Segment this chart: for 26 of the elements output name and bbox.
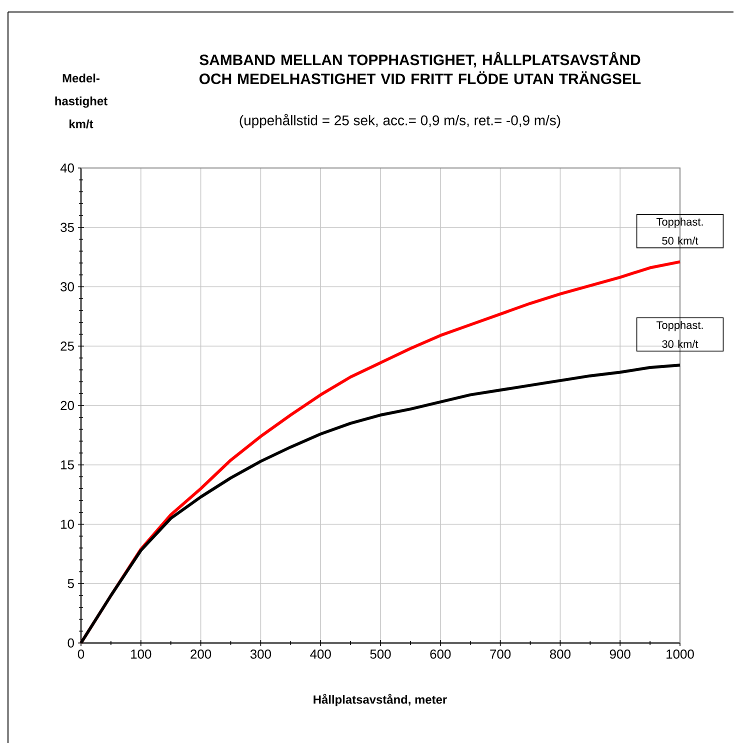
y-tick-label: 5 — [68, 579, 74, 588]
y-tick-label: 10 — [61, 520, 74, 529]
x-tick-label: 900 — [610, 650, 630, 659]
x-tick-label: 1000 — [666, 650, 694, 659]
y-axis-title: Medel-hastighet km/t — [55, 74, 108, 128]
x-tick-label: 200 — [190, 650, 212, 659]
x-tick-label: 300 — [250, 650, 271, 659]
x-tick-label: 400 — [310, 650, 331, 659]
y-tick-label: 0 — [68, 638, 74, 648]
x-tick-label: 100 — [131, 650, 152, 659]
series-label: Topphast. 50 km/t — [656, 218, 703, 245]
y-tick-label: 25 — [60, 342, 74, 351]
chart-subtitle: (uppehållstid = 25 sek, acc.= 0,9 m/s, ret.= -0,9 m/s) — [240, 114, 560, 128]
x-tick-label: 0 — [78, 650, 84, 659]
chart-title: SAMBAND MELLAN TOPPHASTIGHET, HÅLLPLATSAVSTÅND OCH MEDELHASTIGHET VID FRITT FLÖDE UTAN TRÄNGSEL — [200, 52, 641, 84]
x-tick-label: 500 — [370, 650, 391, 659]
x-tick-label: 700 — [490, 650, 511, 659]
x-tick-label: 600 — [430, 650, 451, 659]
x-axis-title: Hållplatsavstånd, meter — [314, 694, 447, 706]
y-tick-label: 20 — [60, 400, 74, 410]
y-tick-label: 15 — [61, 460, 74, 470]
y-tick-label: 35 — [60, 222, 74, 232]
y-tick-label: 40 — [60, 163, 74, 173]
series-label: Topphast. 30 km/t — [656, 320, 703, 348]
x-tick-label: 800 — [550, 650, 570, 659]
y-tick-label: 30 — [60, 282, 74, 292]
